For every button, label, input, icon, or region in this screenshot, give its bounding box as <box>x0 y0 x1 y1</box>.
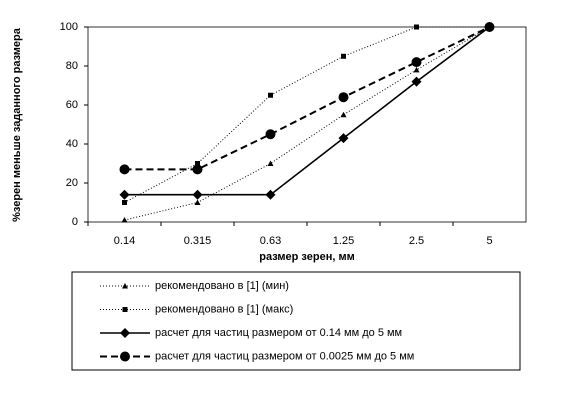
x-tick-label: 0.315 <box>184 235 212 247</box>
marker <box>119 164 130 175</box>
marker <box>267 160 274 166</box>
y-tick-label: 20 <box>66 177 78 189</box>
marker <box>411 57 422 68</box>
marker <box>192 164 203 175</box>
series-line <box>124 26 490 171</box>
x-tick-label: 1.25 <box>333 235 354 247</box>
marker <box>411 76 422 87</box>
marker <box>340 111 347 118</box>
marker <box>194 199 201 205</box>
y-tick-label: 100 <box>60 21 78 33</box>
legend-box <box>71 271 521 371</box>
series-line <box>124 26 490 203</box>
x-tick-label: 0.63 <box>260 235 281 247</box>
marker <box>192 189 203 200</box>
series-line <box>124 26 490 196</box>
series-line <box>124 26 490 221</box>
x-tick-label: 2.5 <box>409 235 424 247</box>
legend-label: рекомендовано в [1] (мин) <box>155 280 289 292</box>
marker <box>341 53 346 59</box>
legend-label: рекомендовано в [1] (макс) <box>155 303 293 315</box>
marker <box>195 161 200 166</box>
marker <box>413 66 420 73</box>
x-tick-label: 0.14 <box>114 235 135 247</box>
marker <box>121 217 128 223</box>
x-axis-label: размер зерен, мм <box>259 251 355 263</box>
legend-label: расчет для частиц размером от 0.14 мм до… <box>155 327 402 339</box>
marker <box>338 92 349 103</box>
x-tick-label: 5 <box>486 235 492 247</box>
y-tick-label: 0 <box>72 216 78 228</box>
marker <box>484 22 495 32</box>
plot-area <box>87 26 527 223</box>
marker <box>122 283 128 289</box>
marker <box>122 307 128 312</box>
marker <box>338 133 349 144</box>
y-tick-label: 40 <box>66 138 78 150</box>
y-tick-label: 80 <box>66 60 78 72</box>
marker <box>265 189 276 200</box>
marker <box>120 351 130 362</box>
marker <box>265 129 276 140</box>
marker <box>119 189 130 200</box>
marker <box>268 92 273 98</box>
marker <box>122 200 127 205</box>
marker <box>414 24 419 30</box>
marker <box>120 328 130 338</box>
y-tick-label: 60 <box>66 99 78 111</box>
legend-label: расчет для частиц размером от 0.0025 мм … <box>155 350 414 362</box>
y-axis-label: %зерен меньше заданного размера <box>11 27 23 222</box>
